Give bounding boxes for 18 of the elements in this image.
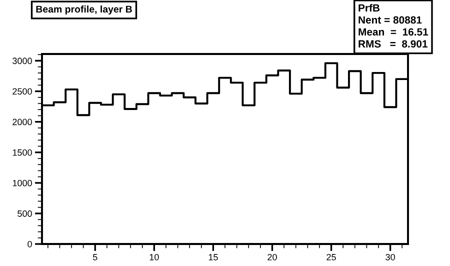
y-tick-label: 1000: [12, 180, 32, 186]
y-tick-label: 500: [18, 210, 32, 217]
text: Mean = 16.51: [358, 28, 428, 36]
x-tick-label: 25: [326, 254, 336, 260]
x-tick-label: 5: [92, 254, 98, 260]
x-tick-label: 20: [268, 254, 277, 260]
text: RMS = 8.901: [358, 40, 428, 48]
text: PrfB: [358, 4, 380, 12]
x-tick-label: 30: [386, 254, 395, 260]
y-tick-label: 3000: [12, 58, 32, 64]
x-tick-label: 10: [150, 254, 159, 260]
chart-title: Beam profile, layer B: [36, 5, 132, 15]
y-tick-label: 0: [28, 240, 32, 248]
y-tick-label: 2500: [12, 88, 32, 95]
text: Nent = 80881: [358, 16, 422, 24]
y-tick-label: 2000: [12, 118, 32, 126]
y-tick-label: 1500: [12, 149, 32, 156]
x-tick-label: 15: [208, 254, 218, 260]
